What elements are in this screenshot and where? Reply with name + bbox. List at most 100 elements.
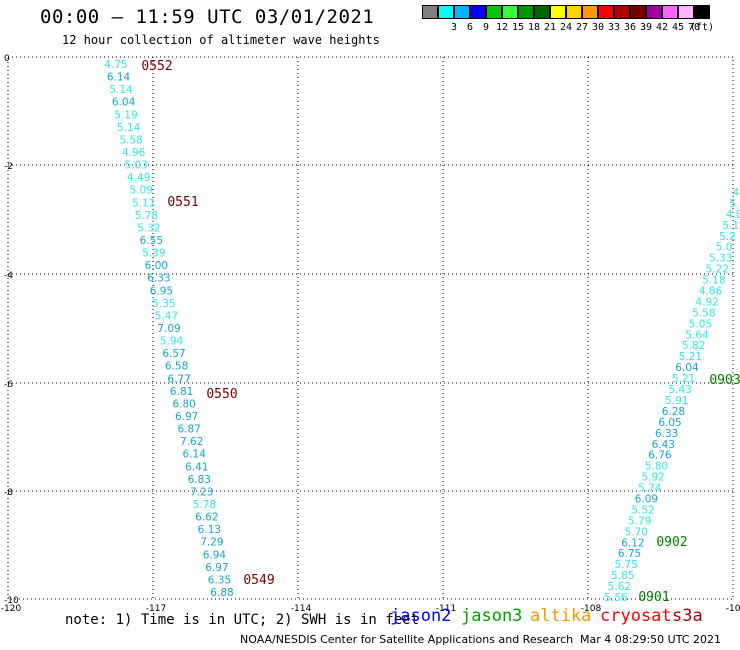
latitude-tick-label: 0 xyxy=(4,54,10,64)
latitude-tick-label: -6 xyxy=(4,380,13,390)
pass-time-label: 0902 xyxy=(656,535,687,550)
wave-height-value: 5.19 xyxy=(114,109,137,121)
legend-swatch xyxy=(502,5,518,19)
longitude-tick-label: -108 xyxy=(581,604,602,614)
footer-note: note: 1) Time is in UTC; 2) SWH is in fe… xyxy=(65,612,420,628)
wave-height-value: 4.86 xyxy=(699,286,723,298)
legend-label: 24 xyxy=(559,22,573,33)
wave-height-value: 5.91 xyxy=(665,395,688,407)
wave-height-value: 5.56 xyxy=(604,592,628,604)
wave-height-value: 5.11 xyxy=(132,197,155,209)
legend-swatch xyxy=(646,5,662,19)
legend-label: 15 xyxy=(511,22,525,33)
wave-height-value: 5.2 xyxy=(719,231,736,243)
wave-height-value: 6.88 xyxy=(210,587,233,599)
wave-height-value: 6.09 xyxy=(635,493,658,505)
legend-label: 6 xyxy=(466,22,474,33)
wave-height-value: 5.58 xyxy=(119,134,142,146)
pass-time-label: 0901 xyxy=(638,590,669,605)
wave-height-value: 6.97 xyxy=(205,562,228,574)
wave-height-value: 4.49 xyxy=(127,172,150,184)
wave-height-value: 4.96 xyxy=(122,147,146,159)
wave-height-value: 5.22 xyxy=(706,264,729,276)
wave-height-value: 5.14 xyxy=(117,122,141,134)
page-subtitle: 12 hour collection of altimeter wave hei… xyxy=(62,33,380,47)
wave-height-value: 6.80 xyxy=(172,398,195,410)
legend-label: 45 xyxy=(671,22,685,33)
wave-height-value: 5.58 xyxy=(692,307,715,319)
legend-label: 12 xyxy=(495,22,509,33)
latitude-tick-label: -10 xyxy=(4,596,19,606)
wave-height-value: 6.97 xyxy=(175,411,198,423)
wave-height-value: 5.79 xyxy=(628,515,651,527)
wave-height-value: 5.14 xyxy=(109,84,133,96)
pass-time-label: 0552 xyxy=(141,59,172,74)
wave-height-value: 6.04 xyxy=(112,97,136,109)
legend-label: 39 xyxy=(639,22,653,33)
wave-height-value: 5.18 xyxy=(702,275,725,287)
wave-height-value: 5.64 xyxy=(685,329,709,341)
latitude-tick-label: -2 xyxy=(4,162,13,172)
legend-label: 21 xyxy=(543,22,557,33)
wave-height-value: 6.83 xyxy=(188,474,211,486)
wave-height-value: 5.21 xyxy=(672,373,695,385)
legend-label: 30 xyxy=(591,22,605,33)
wave-height-value: 4.75 xyxy=(104,59,127,71)
satellite-label-s3a: s3a xyxy=(672,606,703,626)
wave-height-value: 6.28 xyxy=(662,406,685,418)
wave-height-value: 5.85 xyxy=(611,570,634,582)
wave-height-value: 5.1 xyxy=(723,220,740,232)
wave-height-value: 4.92 xyxy=(696,296,719,308)
legend-swatch xyxy=(470,5,486,19)
wave-height-value: 7.23 xyxy=(190,486,213,498)
legend-label: 33 xyxy=(607,22,621,33)
wave-height-value: 7.29 xyxy=(200,537,223,549)
wave-height-value: 5.62 xyxy=(608,581,631,593)
wave-height-value: 6.00 xyxy=(145,260,168,272)
wave-height-value: 5.75 xyxy=(614,559,637,571)
legend-unit: (ft) xyxy=(690,22,715,33)
wave-height-value: 6.14 xyxy=(183,449,207,461)
legend-swatch xyxy=(550,5,566,19)
legend-swatch xyxy=(422,5,438,19)
wave-height-value: 5.92 xyxy=(641,472,664,484)
wave-height-value: 5.52 xyxy=(631,504,654,516)
legend-label: 70 xyxy=(687,22,701,33)
legend-swatch xyxy=(582,5,598,19)
wave-height-value: 5.78 xyxy=(193,499,216,511)
legend-swatch xyxy=(454,5,470,19)
legend-label: 3 xyxy=(450,22,458,33)
wave-height-value: 5.94 xyxy=(160,336,184,348)
longitude-tick-label: -117 xyxy=(146,604,166,614)
pass-time-label: 0551 xyxy=(167,195,198,210)
longitude-tick-label: -120 xyxy=(1,604,22,614)
wave-height-value: 6.76 xyxy=(648,450,672,462)
wave-height-value: 5.35 xyxy=(152,298,175,310)
wave-height-value: 5.43 xyxy=(668,384,691,396)
wave-height-value: 5.09 xyxy=(130,185,153,197)
wave-height-value: 5.1 xyxy=(729,198,740,210)
latitude-tick-label: -4 xyxy=(4,271,13,281)
wave-height-value: 6.14 xyxy=(107,72,131,84)
wave-height-value: 6.33 xyxy=(147,273,170,285)
pass-time-label: 0549 xyxy=(243,573,274,588)
credit-text: NOAA/NESDIS Center for Satellite Applica… xyxy=(240,633,574,646)
wave-height-value: 5.32 xyxy=(137,222,160,234)
wave-height-value: 6.62 xyxy=(195,512,218,524)
longitude-tick-label: -105 xyxy=(726,604,740,614)
wave-height-value: 5.21 xyxy=(679,351,702,363)
wave-height-value: 6.04 xyxy=(675,362,699,374)
wave-height-value: 6.13 xyxy=(198,524,221,536)
legend-swatch xyxy=(486,5,502,19)
wave-height-value: 6.77 xyxy=(167,373,190,385)
legend-swatch xyxy=(694,5,710,19)
wave-height-value: 5.03 xyxy=(124,160,147,172)
legend-label: 18 xyxy=(527,22,541,33)
wave-height-value: 6.57 xyxy=(162,348,185,360)
wave-height-value: 6.94 xyxy=(203,549,227,561)
wave-height-value: 6.95 xyxy=(150,285,173,297)
legend-swatch xyxy=(566,5,582,19)
wave-height-value: 6.87 xyxy=(177,424,200,436)
wave-height-value: 5.47 xyxy=(155,310,178,322)
